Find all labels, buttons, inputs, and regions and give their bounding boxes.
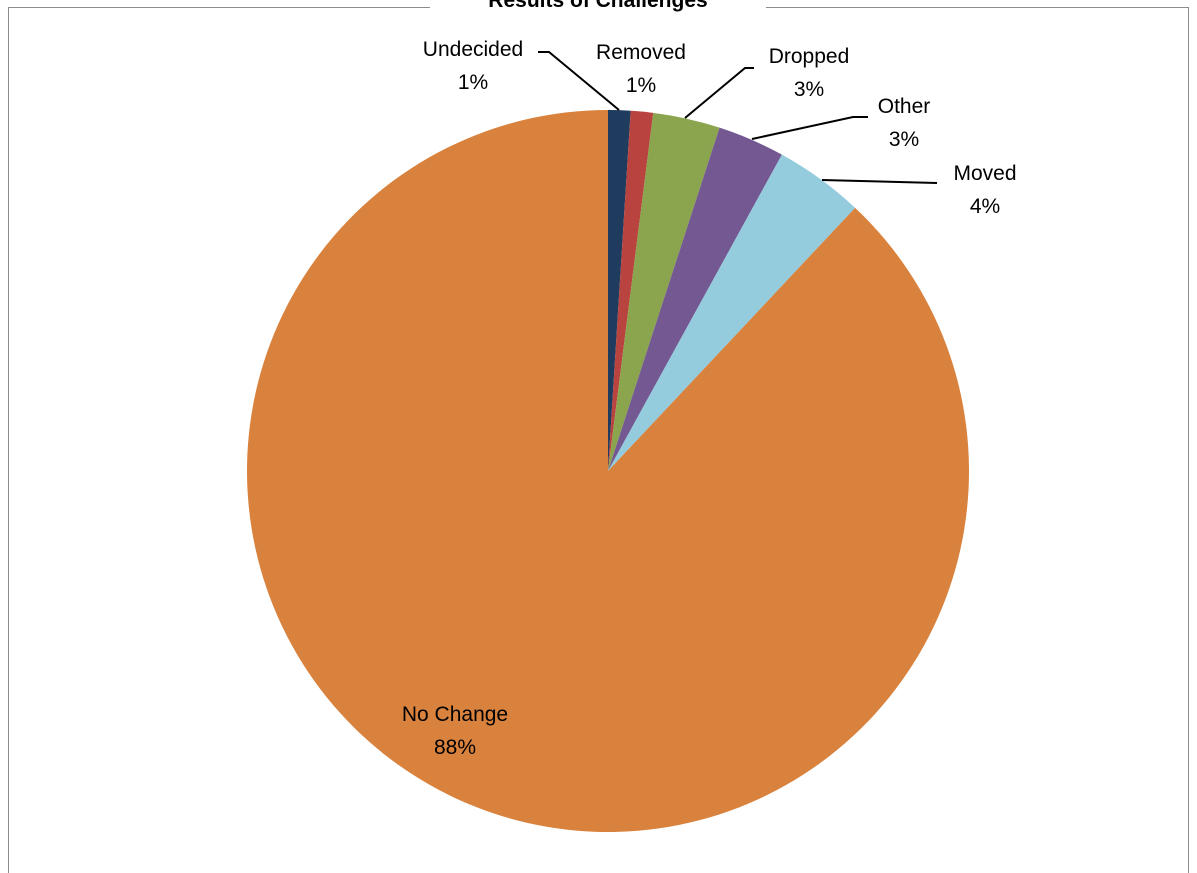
title-background xyxy=(430,0,766,16)
pie-slice-dropped xyxy=(608,112,720,471)
slice-label-moved: Moved xyxy=(953,162,1016,185)
slice-percent-no-change: 88% xyxy=(434,736,476,759)
leader-line-moved xyxy=(821,179,938,184)
slice-label-undecided: Undecided xyxy=(423,38,523,61)
pie-slice-undecided xyxy=(608,109,631,471)
chart-title: Results of Challenges xyxy=(488,0,707,12)
slice-label-dropped: Dropped xyxy=(769,45,850,68)
leader-lines xyxy=(538,51,938,184)
slice-label-other: Other xyxy=(878,95,931,118)
leader-line-other xyxy=(751,116,868,140)
pie-slice-moved xyxy=(608,154,856,471)
pie-slices xyxy=(247,109,970,832)
leader-line-dropped xyxy=(684,67,754,119)
pie-slice-other xyxy=(608,127,782,472)
slice-percent-removed: 1% xyxy=(626,74,656,97)
pie-slice-no-change xyxy=(247,110,970,832)
pie-slice-removed xyxy=(608,110,654,472)
slice-percent-undecided: 1% xyxy=(458,71,488,94)
slice-labels: Undecided 1% Removed 1% Dropped 3% Other 3% Move… xyxy=(402,38,1017,759)
slice-percent-moved: 4% xyxy=(970,195,1000,218)
leader-line-undecided xyxy=(538,51,620,111)
slice-percent-other: 3% xyxy=(889,128,919,151)
slice-percent-dropped: 3% xyxy=(794,78,824,101)
slice-label-no-change: No Change xyxy=(402,703,508,726)
slice-label-removed: Removed xyxy=(596,41,686,64)
